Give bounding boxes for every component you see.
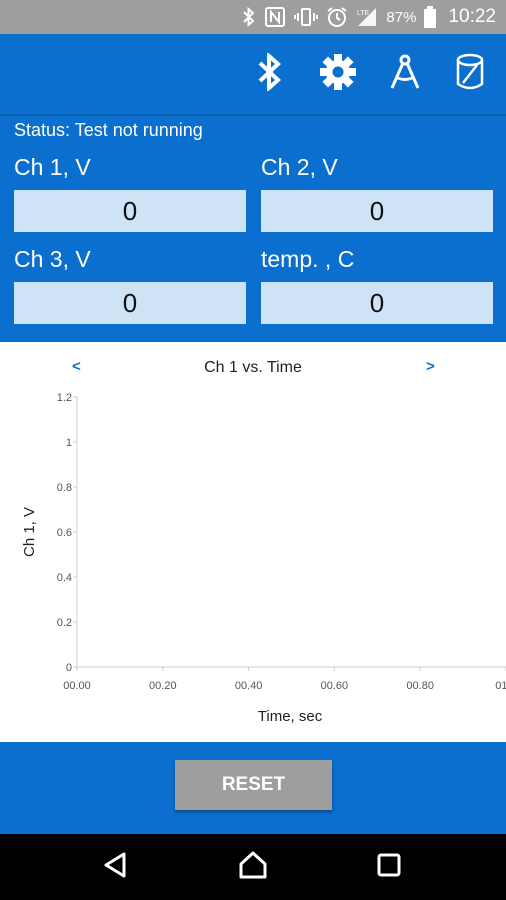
chart: 0 0.2 0.4 0.6 0.8 1 1.2 00.00 00.20 00.40 00.60 00.… bbox=[21, 392, 506, 725]
action-bar: RESET bbox=[0, 742, 506, 834]
y-tick-label: 1 bbox=[66, 437, 72, 449]
y-tick-label: 0.4 bbox=[57, 572, 72, 584]
ch3-label: Ch 3, V bbox=[14, 246, 91, 272]
home-button[interactable] bbox=[236, 850, 270, 884]
clock: 10:22 bbox=[448, 6, 496, 27]
recents-icon bbox=[376, 852, 402, 883]
app-toolbar bbox=[0, 34, 506, 114]
y-tick-label: 0 bbox=[66, 662, 72, 674]
bluetooth-icon bbox=[257, 51, 283, 96]
back-icon bbox=[102, 851, 128, 884]
temp-label: temp. , C bbox=[261, 246, 355, 272]
system-status-bar: LTE 87% 10:22 bbox=[0, 0, 506, 34]
data-storage-button[interactable] bbox=[450, 53, 490, 96]
test-status-text: Status: Test not running bbox=[14, 120, 203, 140]
next-chart-button[interactable]: > bbox=[426, 358, 435, 375]
battery-icon bbox=[424, 6, 437, 28]
chart-panel: 0 0.2 0.4 0.6 0.8 1 1.2 00.00 00.20 00.40 00.60 00.… bbox=[0, 342, 506, 742]
prev-chart-button[interactable]: < bbox=[72, 358, 81, 375]
settings-gear-icon bbox=[319, 53, 357, 96]
y-tick-label: 0.6 bbox=[57, 527, 72, 539]
x-tick-label: 00.40 bbox=[235, 680, 263, 692]
bluetooth-status-icon bbox=[242, 7, 256, 27]
signal-icon: LTE bbox=[356, 6, 378, 28]
nfc-icon bbox=[264, 6, 286, 28]
y-axis-label: Ch 1, V bbox=[21, 507, 38, 557]
ch2-label: Ch 2, V bbox=[261, 154, 338, 180]
ch1-value: 0 bbox=[14, 190, 246, 232]
reset-button[interactable]: RESET bbox=[175, 760, 332, 810]
y-tick-label: 1.2 bbox=[57, 392, 72, 404]
temp-value: 0 bbox=[261, 282, 493, 324]
compass-icon bbox=[388, 53, 422, 96]
x-tick-label: 00.80 bbox=[406, 680, 434, 692]
chart-title: Ch 1 vs. Time bbox=[204, 359, 302, 376]
y-tick-label: 0.2 bbox=[57, 617, 72, 629]
svg-text:LTE: LTE bbox=[357, 10, 370, 17]
x-tick-label: 00.20 bbox=[149, 680, 177, 692]
toolbar-divider bbox=[0, 114, 506, 116]
database-icon bbox=[455, 53, 485, 96]
home-icon bbox=[238, 850, 268, 885]
x-axis-label: Time, sec bbox=[258, 708, 323, 725]
battery-percent: 87% bbox=[386, 8, 417, 26]
x-tick-label: 00.60 bbox=[321, 680, 349, 692]
system-nav-bar bbox=[0, 834, 506, 900]
x-tick-label: 01.0 bbox=[495, 680, 506, 692]
ch2-value: 0 bbox=[261, 190, 493, 232]
recents-button[interactable] bbox=[372, 850, 406, 884]
ch1-label: Ch 1, V bbox=[14, 154, 91, 180]
y-tick-label: 0.8 bbox=[57, 482, 72, 494]
ch3-value: 0 bbox=[14, 282, 246, 324]
x-tick-label: 00.00 bbox=[63, 680, 91, 692]
bluetooth-button[interactable] bbox=[250, 51, 290, 96]
channel-readouts: Status: Test not running Ch 1, V 0 Ch 2,… bbox=[0, 116, 506, 342]
vibrate-icon bbox=[294, 7, 319, 27]
back-button[interactable] bbox=[98, 850, 132, 884]
calibrate-button[interactable] bbox=[385, 54, 425, 94]
settings-button[interactable] bbox=[318, 53, 358, 96]
alarm-icon bbox=[326, 6, 348, 28]
